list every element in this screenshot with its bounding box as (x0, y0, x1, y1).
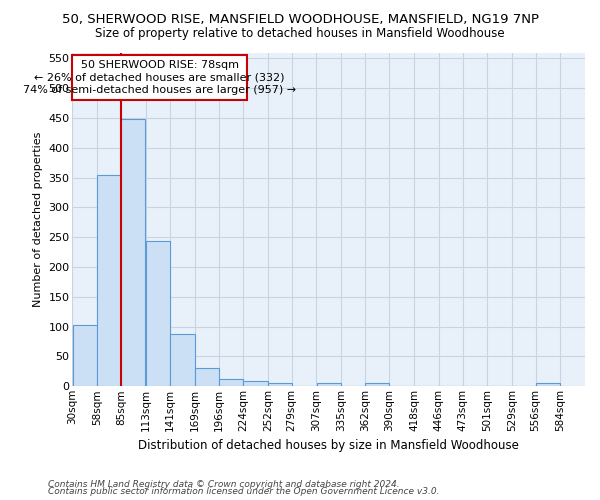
Bar (73, 325, 97, 386)
Bar (219, 378, 243, 386)
Bar (146, 241, 170, 386)
Text: Contains public sector information licensed under the Open Government Licence v3: Contains public sector information licen… (48, 488, 439, 496)
Bar (121, 120, 145, 386)
Text: 74% of semi-detached houses are larger (957) →: 74% of semi-detached houses are larger (… (23, 86, 296, 96)
Bar (195, 368, 220, 386)
Text: 50, SHERWOOD RISE, MANSFIELD WOODHOUSE, MANSFIELD, NG19 7NP: 50, SHERWOOD RISE, MANSFIELD WOODHOUSE, … (62, 12, 539, 26)
Bar (170, 334, 195, 386)
Bar (317, 384, 341, 386)
Text: ← 26% of detached houses are smaller (332): ← 26% of detached houses are smaller (33… (34, 73, 285, 83)
Bar (244, 381, 268, 386)
Y-axis label: Number of detached properties: Number of detached properties (33, 132, 43, 307)
Bar (73, 56, 247, 100)
Bar (536, 384, 560, 386)
Text: 50 SHERWOOD RISE: 78sqm: 50 SHERWOOD RISE: 78sqm (80, 60, 239, 70)
X-axis label: Distribution of detached houses by size in Mansfield Woodhouse: Distribution of detached houses by size … (138, 440, 519, 452)
Text: Size of property relative to detached houses in Mansfield Woodhouse: Size of property relative to detached ho… (95, 28, 505, 40)
Bar (268, 384, 292, 386)
Bar (97, 174, 122, 386)
Text: Contains HM Land Registry data © Crown copyright and database right 2024.: Contains HM Land Registry data © Crown c… (48, 480, 400, 489)
Bar (365, 384, 389, 386)
